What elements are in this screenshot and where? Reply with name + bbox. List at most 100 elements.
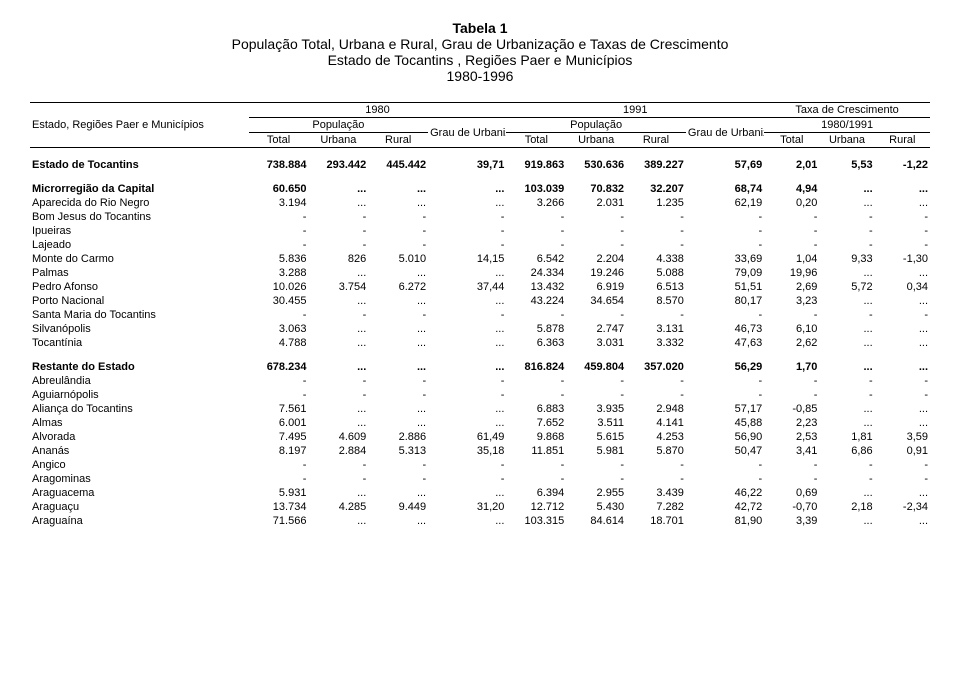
table-row: Porto Nacional30.455.........43.22434.65… (30, 294, 930, 308)
data-cell: ... (819, 402, 874, 416)
data-cell: ... (308, 514, 368, 528)
table-row (30, 172, 930, 182)
data-cell: - (686, 374, 764, 388)
data-cell: 14,15 (428, 252, 506, 266)
data-cell: 6.272 (368, 280, 428, 294)
data-cell: - (249, 238, 309, 252)
header-urbana-tax: Urbana (819, 133, 874, 148)
data-cell: 5.931 (249, 486, 309, 500)
data-cell: ... (368, 416, 428, 430)
row-name-cell: Bom Jesus do Tocantins (30, 210, 249, 224)
data-cell: - (428, 210, 506, 224)
data-cell: 2.948 (626, 402, 686, 416)
header-urbana-1980: Urbana (308, 133, 368, 148)
table-number: Tabela 1 (30, 20, 930, 36)
data-cell: ... (368, 182, 428, 196)
data-cell: 46,73 (686, 322, 764, 336)
data-cell: 32.207 (626, 182, 686, 196)
data-cell: - (686, 224, 764, 238)
data-cell: - (875, 374, 930, 388)
data-cell: 6.513 (626, 280, 686, 294)
data-cell: 19.246 (566, 266, 626, 280)
table-row: Abreulândia----------- (30, 374, 930, 388)
data-cell: 293.442 (308, 158, 368, 172)
table-row: Alvorada7.4954.6092.88661,499.8685.6154.… (30, 430, 930, 444)
title-line-2: População Total, Urbana e Rural, Grau de… (30, 36, 930, 52)
data-cell: ... (819, 266, 874, 280)
data-cell: - (566, 238, 626, 252)
data-cell: 816.824 (506, 360, 566, 374)
row-name-cell: Silvanópolis (30, 322, 249, 336)
data-cell: - (819, 308, 874, 322)
data-cell: 5.615 (566, 430, 626, 444)
row-name-cell: Aparecida do Rio Negro (30, 196, 249, 210)
data-cell: 9.449 (368, 500, 428, 514)
data-cell: -1,30 (875, 252, 930, 266)
data-cell: - (249, 374, 309, 388)
data-cell: 5.878 (506, 322, 566, 336)
row-name-cell: Palmas (30, 266, 249, 280)
table-row: Araguacema5.931.........6.3942.9553.4394… (30, 486, 930, 500)
data-cell: - (249, 388, 309, 402)
data-cell: - (819, 388, 874, 402)
data-cell: 37,44 (428, 280, 506, 294)
data-cell: ... (368, 294, 428, 308)
header-pop-1980: População (249, 118, 428, 133)
data-cell: ... (875, 360, 930, 374)
data-cell: 3.063 (249, 322, 309, 336)
data-cell: - (764, 458, 819, 472)
data-cell: ... (819, 360, 874, 374)
data-cell: ... (368, 266, 428, 280)
row-name-cell: Angico (30, 458, 249, 472)
data-cell: - (308, 388, 368, 402)
row-name-cell: Araguaçu (30, 500, 249, 514)
data-cell: -1,22 (875, 158, 930, 172)
data-cell: - (368, 238, 428, 252)
data-cell: 6.883 (506, 402, 566, 416)
data-cell: - (428, 224, 506, 238)
data-cell: - (819, 374, 874, 388)
data-cell: ... (428, 182, 506, 196)
row-name-cell: Aliança do Tocantins (30, 402, 249, 416)
data-cell: 19,96 (764, 266, 819, 280)
data-cell: - (249, 472, 309, 486)
data-cell: - (626, 224, 686, 238)
data-cell: 18.701 (626, 514, 686, 528)
data-cell: - (686, 308, 764, 322)
data-cell: 919.863 (506, 158, 566, 172)
data-cell: 3,23 (764, 294, 819, 308)
data-cell: 33,69 (686, 252, 764, 266)
data-cell: - (506, 308, 566, 322)
data-cell: 9.868 (506, 430, 566, 444)
data-cell: ... (428, 336, 506, 350)
data-cell: - (506, 472, 566, 486)
data-cell: ... (428, 416, 506, 430)
data-cell: ... (368, 196, 428, 210)
data-cell: 51,51 (686, 280, 764, 294)
data-cell: 43.224 (506, 294, 566, 308)
table-row: Tocantínia4.788.........6.3633.0313.3324… (30, 336, 930, 350)
data-cell: 7.495 (249, 430, 309, 444)
header-1980: 1980 (249, 103, 507, 118)
data-cell: ... (428, 402, 506, 416)
header-rural-tax: Rural (875, 133, 930, 148)
data-cell: - (686, 238, 764, 252)
data-cell: 5,72 (819, 280, 874, 294)
data-cell: 3.194 (249, 196, 309, 210)
data-cell: ... (368, 322, 428, 336)
data-cell: ... (308, 336, 368, 350)
data-cell: 4.338 (626, 252, 686, 266)
row-name-cell: Araguaína (30, 514, 249, 528)
data-cell: ... (875, 486, 930, 500)
data-cell: - (566, 472, 626, 486)
data-cell: ... (308, 486, 368, 500)
data-cell: 4.141 (626, 416, 686, 430)
data-cell: - (249, 458, 309, 472)
data-cell: - (506, 458, 566, 472)
data-cell: 71.566 (249, 514, 309, 528)
data-cell: ... (428, 514, 506, 528)
data-cell: 3,41 (764, 444, 819, 458)
population-table: Estado, Regiões Paer e Municípios 1980 1… (30, 102, 930, 528)
table-row: Angico----------- (30, 458, 930, 472)
data-cell: 678.234 (249, 360, 309, 374)
